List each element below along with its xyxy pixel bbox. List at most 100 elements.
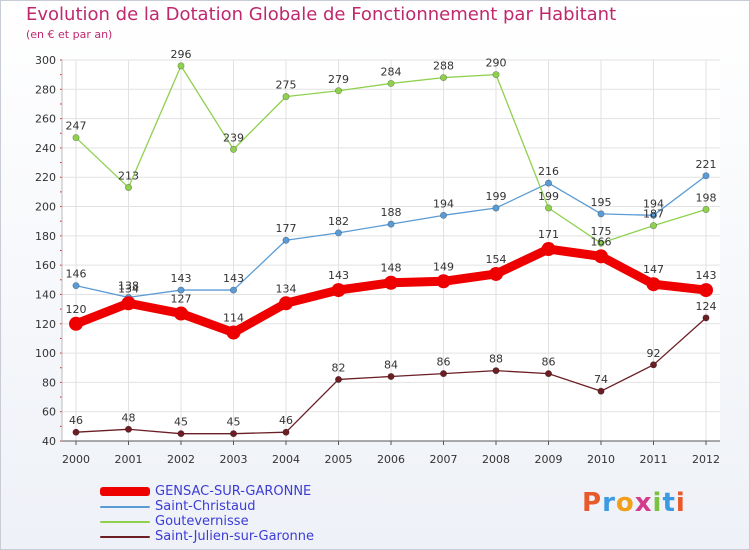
data-label-saint-julien-sur-garonne: 86 [542,356,556,369]
data-label-saint-julien-sur-garonne: 46 [279,414,293,427]
x-tick-label: 2010 [587,453,615,466]
x-tick-label: 2009 [535,453,563,466]
data-point-saint-julien-sur-garonne [544,370,552,378]
data-label-goutevernisse: 213 [118,169,139,182]
data-label-gensac-sur-garonne: 149 [433,260,454,273]
data-point-gensac-sur-garonne [279,296,293,311]
data-label-saint-julien-sur-garonne: 88 [489,353,503,366]
y-tick-label: 180 [35,230,56,243]
data-point-saint-julien-sur-garonne [334,375,342,383]
data-point-goutevernisse [492,71,500,79]
data-label-saint-christaud: 188 [381,206,402,219]
logo-letter: o [615,488,635,518]
data-label-saint-christaud: 221 [696,158,717,171]
data-label-saint-christaud: 138 [118,279,139,292]
data-label-goutevernisse: 239 [223,131,244,144]
legend-swatch-gensac [100,487,150,496]
y-tick-label: 100 [35,347,56,360]
x-tick-label: 2008 [482,453,510,466]
data-point-saint-christaud [230,286,238,294]
data-label-gensac-sur-garonne: 120 [66,303,87,316]
data-label-saint-christaud: 194 [433,197,454,210]
data-label-gensac-sur-garonne: 134 [118,282,139,295]
y-tick-label: 220 [35,171,56,184]
data-label-saint-julien-sur-garonne: 124 [696,300,717,313]
data-label-saint-julien-sur-garonne: 92 [647,347,661,360]
data-point-saint-christaud [702,172,710,180]
data-point-saint-julien-sur-garonne [492,367,500,375]
y-tick-label: 240 [35,142,56,155]
x-tick-label: 2006 [377,453,405,466]
data-label-saint-christaud: 143 [223,272,244,285]
data-point-saint-julien-sur-garonne [282,428,290,436]
x-tick-label: 2007 [430,453,458,466]
proxiti-logo: Proxiti [582,488,686,518]
x-tick-label: 2005 [325,453,353,466]
data-label-gensac-sur-garonne: 127 [171,293,192,306]
data-point-goutevernisse [72,134,80,142]
data-label-gensac-sur-garonne: 148 [381,262,402,275]
data-point-gensac-sur-garonne [489,266,503,281]
chart-title: Evolution de la Dotation Globale de Fonc… [26,4,617,25]
data-label-saint-julien-sur-garonne: 45 [227,416,241,429]
data-label-saint-julien-sur-garonne: 84 [384,359,398,372]
data-label-gensac-sur-garonne: 154 [486,253,507,266]
data-point-gensac-sur-garonne [594,249,608,264]
data-point-gensac-sur-garonne [226,325,241,340]
data-point-saint-christaud [649,211,657,219]
y-tick-label: 60 [42,406,56,419]
data-point-saint-christaud [334,229,342,237]
logo-letter: t [662,488,676,518]
data-point-goutevernisse [439,74,447,82]
data-label-gensac-sur-garonne: 143 [696,269,717,282]
data-label-gensac-sur-garonne: 171 [538,228,559,241]
data-label-saint-christaud: 143 [171,272,192,285]
x-tick-label: 2002 [167,453,195,466]
data-point-goutevernisse [597,239,605,247]
data-point-saint-julien-sur-garonne [439,370,447,378]
y-tick-label: 120 [35,318,56,331]
data-point-gensac-sur-garonne [646,277,661,292]
data-point-saint-christaud [492,204,500,212]
data-label-gensac-sur-garonne: 166 [591,235,612,248]
y-tick-label: 40 [42,435,56,448]
legend-label-gensac: GENSAC-SUR-GARONNE [155,484,312,499]
data-point-saint-julien-sur-garonne [649,361,657,369]
data-label-saint-julien-sur-garonne: 45 [174,416,188,429]
legend: GENSAC-SUR-GARONNE Saint-Christaud Goute… [100,484,314,544]
logo-letter: x [634,488,653,518]
x-tick-label: 2003 [220,453,248,466]
x-tick-label: 2012 [692,453,720,466]
legend-swatch-saint-christaud [100,505,150,508]
legend-swatch-goutevernisse [100,520,150,523]
series-layer [69,62,713,438]
data-label-saint-julien-sur-garonne: 46 [69,414,83,427]
data-point-saint-christaud [544,179,552,187]
data-label-gensac-sur-garonne: 134 [276,282,297,295]
data-label-saint-julien-sur-garonne: 86 [437,356,451,369]
data-point-gensac-sur-garonne [541,242,556,257]
data-label-saint-christaud: 199 [486,190,507,203]
data-label-saint-christaud: 194 [643,197,664,210]
data-label-goutevernisse: 199 [538,190,559,203]
data-point-saint-julien-sur-garonne [72,428,80,436]
logo-letter: i [652,488,663,518]
data-point-goutevernisse [177,62,185,70]
data-point-goutevernisse [387,79,395,87]
data-point-saint-christaud [177,286,185,294]
axis-layer: 40 60 80 100 120 140 160 180 200 220 240 260 280 300 2… [35,54,720,466]
x-tick-label: 2011 [640,453,668,466]
data-point-goutevernisse [282,93,290,101]
data-point-goutevernisse [125,183,133,191]
data-label-goutevernisse: 296 [171,48,192,61]
data-point-saint-julien-sur-garonne [177,430,185,438]
data-point-gensac-sur-garonne [174,306,188,321]
data-label-goutevernisse: 288 [433,60,454,73]
data-point-gensac-sur-garonne [699,283,713,298]
y-tick-label: 80 [42,376,56,389]
logo-letter: P [582,488,603,518]
data-point-goutevernisse [334,87,342,95]
data-label-saint-julien-sur-garonne: 48 [122,411,136,424]
logo-letter: i [675,488,686,518]
data-label-goutevernisse: 290 [486,57,507,70]
